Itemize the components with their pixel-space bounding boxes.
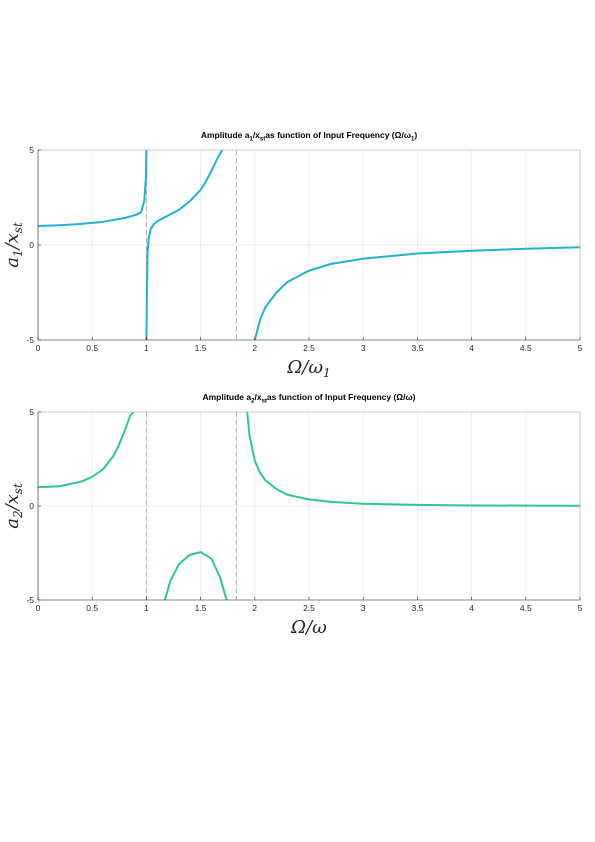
x-tick-label: 5 [578, 343, 583, 353]
x-axis-label: Ω/ω1 [286, 357, 330, 380]
x-tick-label: 0.5 [86, 343, 98, 353]
x-tick-label: 0 [36, 343, 41, 353]
x-tick-label: 1.5 [195, 603, 207, 613]
chart-title: Amplitude a1/xstas function of Input Fre… [201, 130, 418, 143]
x-tick-label: 4.5 [520, 343, 532, 353]
x-tick-label: 3 [361, 343, 366, 353]
x-tick-label: 3.5 [411, 343, 423, 353]
x-tick-label: 2 [252, 343, 257, 353]
x-tick-label: 1 [144, 343, 149, 353]
series-line-high [246, 412, 580, 507]
x-tick-label: 3.5 [411, 603, 423, 613]
x-tick-label: 5 [578, 603, 583, 613]
y-tick-label: 0 [29, 501, 34, 511]
x-tick-label: 4.5 [520, 603, 532, 613]
x-tick-label: 0.5 [86, 603, 98, 613]
series-line-low [38, 412, 135, 489]
series-line-mid [163, 551, 228, 600]
series-line-low [38, 150, 148, 227]
x-tick-label: 1.5 [195, 343, 207, 353]
y-axis-label: a1/xst [2, 222, 25, 268]
x-tick-label: 2 [252, 603, 257, 613]
series-line-high [253, 246, 580, 340]
x-tick-label: 0 [36, 603, 41, 613]
y-axis-label: a2/xst [2, 483, 25, 529]
x-tick-label: 2.5 [303, 603, 315, 613]
y-tick-label: 0 [29, 240, 34, 250]
chart-title: Amplitude a2/xstas function of Input Fre… [202, 392, 415, 405]
y-tick-label: 5 [29, 407, 34, 417]
x-tick-label: 4 [469, 343, 474, 353]
x-tick-label: 4 [469, 603, 474, 613]
y-tick-label: -5 [26, 335, 34, 345]
x-axis-label: Ω/ω [290, 617, 327, 638]
x-tick-label: 2.5 [303, 343, 315, 353]
y-tick-label: 5 [29, 145, 34, 155]
x-tick-label: 3 [361, 603, 366, 613]
series-line-mid [145, 150, 224, 340]
x-tick-label: 1 [144, 603, 149, 613]
y-tick-label: -5 [26, 595, 34, 605]
